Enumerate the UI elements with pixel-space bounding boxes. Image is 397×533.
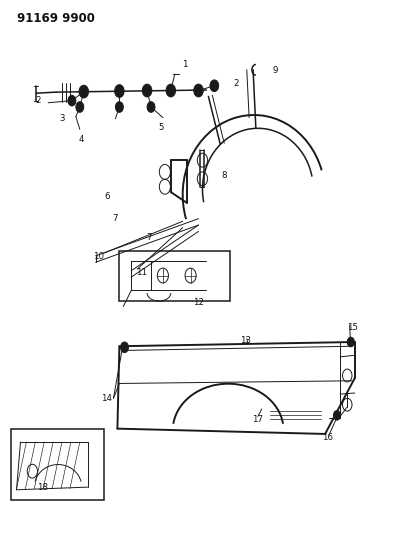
Circle shape: [166, 84, 175, 97]
Text: 1: 1: [182, 60, 187, 69]
Circle shape: [76, 102, 84, 112]
Text: 2: 2: [35, 96, 41, 105]
Circle shape: [121, 342, 129, 353]
Text: 8: 8: [222, 171, 227, 180]
Bar: [119, 251, 230, 301]
Text: 10: 10: [93, 253, 104, 261]
Circle shape: [147, 102, 155, 112]
Text: 7: 7: [147, 233, 152, 242]
Text: 14: 14: [101, 394, 112, 403]
Circle shape: [333, 410, 341, 420]
Circle shape: [142, 84, 152, 97]
Circle shape: [116, 102, 123, 112]
Text: 4: 4: [79, 135, 85, 144]
Text: 7: 7: [113, 214, 118, 223]
Text: 18: 18: [37, 482, 48, 491]
Circle shape: [194, 84, 203, 97]
Text: 15: 15: [347, 323, 358, 332]
Circle shape: [68, 95, 76, 106]
Text: 3: 3: [59, 114, 65, 123]
Text: 16: 16: [322, 433, 333, 442]
Bar: [11, 429, 104, 500]
Text: 9: 9: [273, 67, 278, 75]
Circle shape: [347, 337, 355, 347]
Text: 13: 13: [241, 336, 251, 345]
Text: 5: 5: [158, 123, 164, 132]
Text: 6: 6: [105, 192, 110, 201]
Text: 12: 12: [193, 298, 204, 307]
Text: 17: 17: [252, 415, 262, 424]
Text: 11: 11: [136, 269, 146, 277]
Text: 2: 2: [233, 78, 239, 87]
Circle shape: [210, 80, 219, 92]
Circle shape: [115, 85, 124, 98]
Text: 91169 9900: 91169 9900: [17, 12, 94, 26]
Circle shape: [79, 85, 89, 98]
